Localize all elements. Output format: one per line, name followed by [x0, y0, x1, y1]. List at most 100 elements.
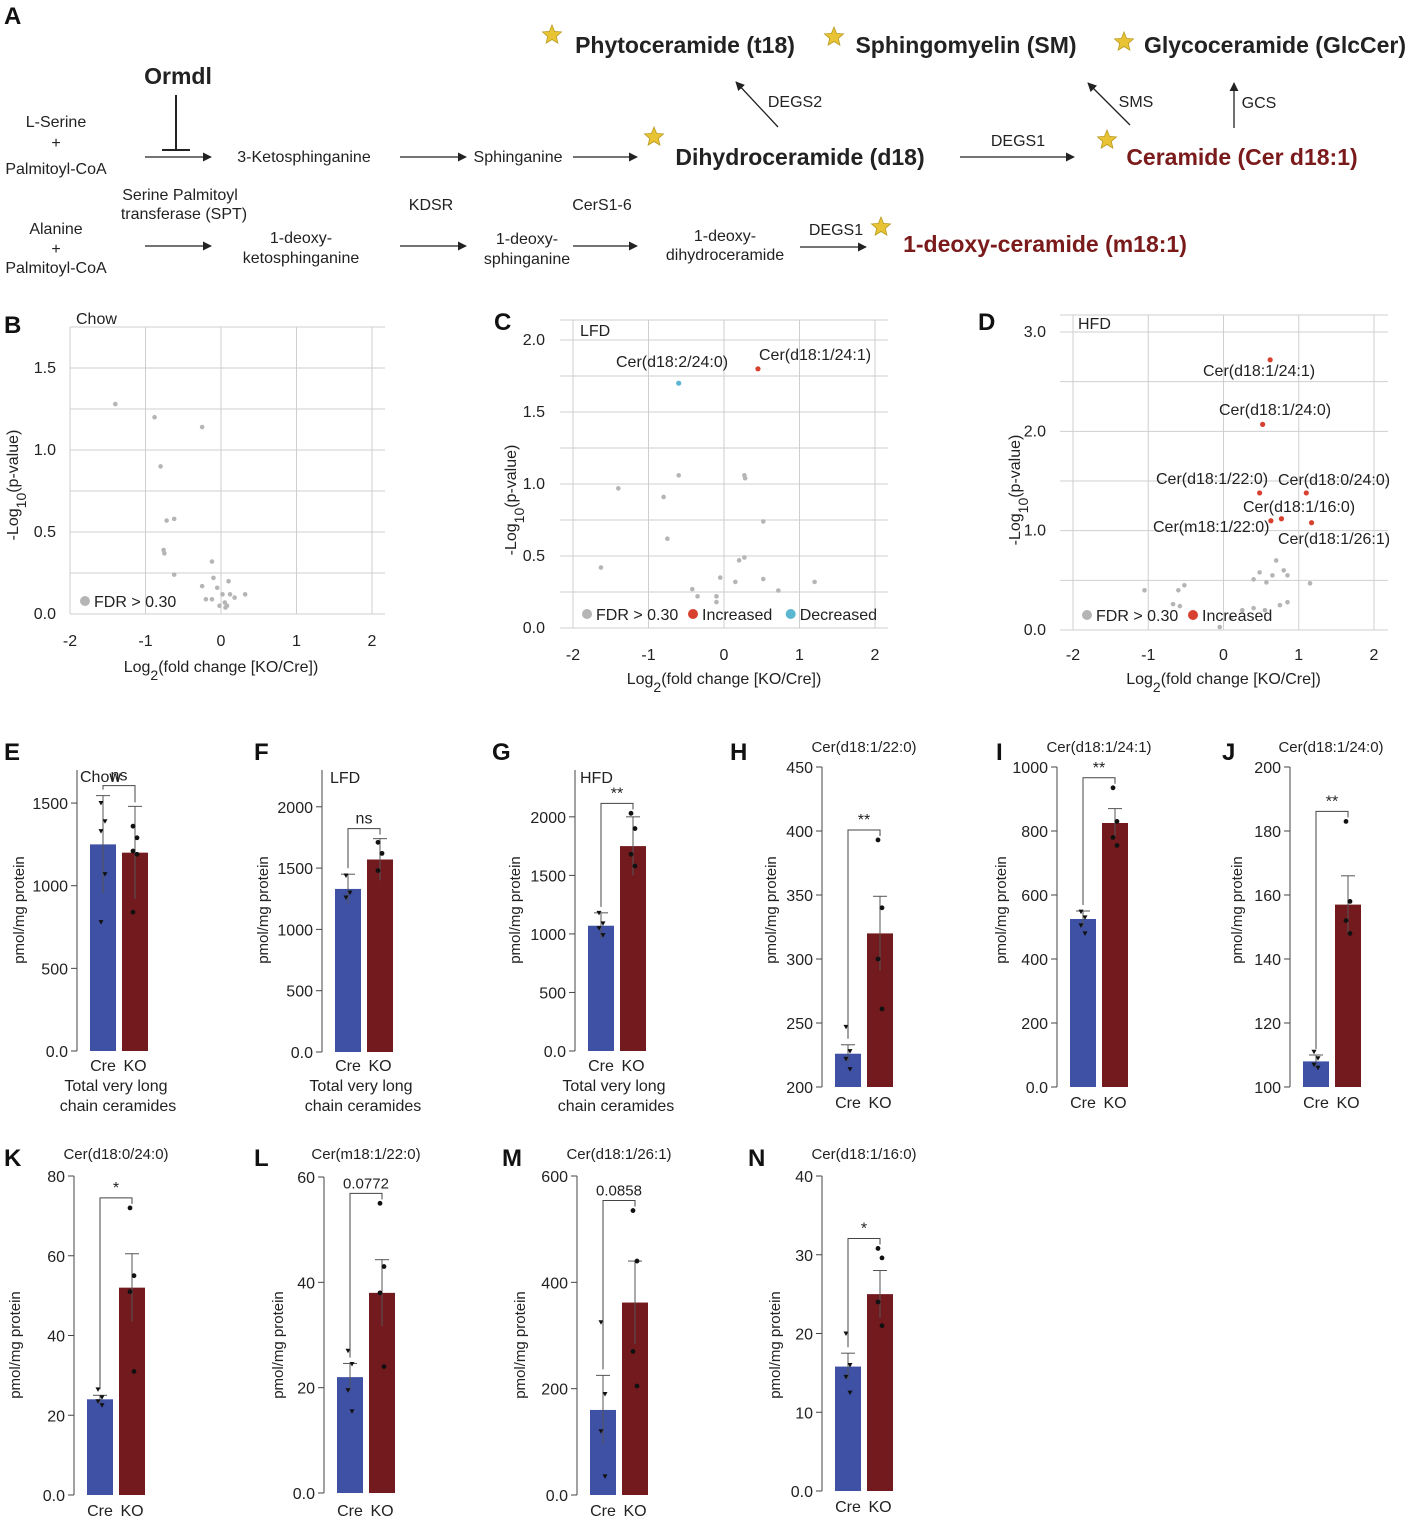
- data-point: [689, 586, 695, 592]
- significance-label: 0.0858: [596, 1183, 642, 1200]
- data-point: [99, 1395, 105, 1400]
- data-point: [1182, 583, 1187, 588]
- data-point: [162, 551, 167, 556]
- data-point: [812, 579, 817, 585]
- data-point: [224, 603, 230, 609]
- data-point: [1251, 605, 1256, 611]
- data-point: [1347, 931, 1353, 936]
- x-axis-label: Log2(fold change [KO/Cre]): [627, 671, 822, 695]
- legend-label: Increased: [1202, 608, 1272, 625]
- point-label: Cer(d18:1/16:0): [1243, 499, 1355, 516]
- data-point: [164, 518, 169, 523]
- spt-label-2: transferase (SPT): [121, 206, 247, 223]
- data-point: [714, 594, 719, 599]
- x-tick-label: -2: [63, 633, 77, 650]
- bar-cre: [1070, 919, 1096, 1087]
- y-tick-label: 600: [1021, 888, 1048, 905]
- y-tick-label: 0.0: [293, 1486, 315, 1503]
- data-point: [220, 592, 225, 597]
- y-tick-label: 500: [539, 985, 566, 1002]
- palmitoyl-label-2: Palmitoyl-CoA: [5, 260, 107, 277]
- y-axis-label: pmol/mg protein: [1229, 856, 1246, 964]
- y-tick-label: 20: [297, 1381, 315, 1398]
- bar-ko: [369, 1292, 395, 1493]
- data-point: [879, 1323, 885, 1329]
- data-point: [1343, 918, 1349, 923]
- data-point: [875, 837, 881, 843]
- y-tick-label: 1.5: [34, 360, 56, 377]
- data-point: [598, 565, 604, 570]
- data-point: [1251, 577, 1256, 582]
- caption-line: chain ceramides: [558, 1098, 675, 1115]
- data-point: [209, 596, 215, 602]
- y-tick-label: 2000: [530, 810, 566, 827]
- degs1-label-1: DEGS1: [991, 133, 1045, 150]
- plot-title: HFD: [1078, 316, 1111, 333]
- legend-marker: [80, 596, 90, 606]
- y-tick-label: 400: [1021, 952, 1048, 969]
- panel-letter: K: [4, 1145, 22, 1172]
- significance-bracket: [349, 1192, 383, 1358]
- panel-letter: I: [996, 739, 1003, 766]
- legend-label: Decreased: [800, 607, 877, 624]
- y-axis-label: pmol/mg protein: [7, 1291, 24, 1399]
- data-point: [847, 1049, 853, 1054]
- chart-title: Cer(m18:1/22:0): [311, 1146, 420, 1163]
- data-point: [242, 592, 248, 597]
- data-point: [843, 1056, 849, 1062]
- x-axis-label: Log2(fold change [KO/Cre]): [1126, 671, 1321, 695]
- panel-letter: N: [748, 1145, 765, 1172]
- glycoceramide-label: Glycoceramide (GlcCer): [1144, 32, 1406, 58]
- y-tick-label: 160: [1254, 888, 1281, 905]
- data-point: [1270, 573, 1275, 578]
- significance-label: 0.0772: [343, 1175, 389, 1192]
- deoxysph-label-1: 1-deoxy-: [496, 231, 558, 248]
- y-tick-label: 2000: [277, 800, 313, 817]
- chart-title: LFD: [330, 770, 360, 787]
- y-tick-label: 1500: [277, 861, 313, 878]
- ketosphinganine-label: 3-Ketosphinganine: [237, 149, 371, 166]
- bar-chart-l: L 0.0 20 40 60 Cer(m18:1/22:0) pmol/mg protein…: [254, 1145, 421, 1520]
- legend-marker: [1188, 610, 1198, 620]
- bar-ko: [620, 846, 646, 1051]
- point-label: Cer(d18:1/26:1): [1278, 531, 1390, 548]
- sphingomyelin-label: Sphingomyelin (SM): [855, 32, 1076, 58]
- legend-label: Increased: [702, 607, 772, 624]
- y-tick-label: 180: [1254, 824, 1281, 841]
- y-axis-label: pmol/mg protein: [270, 1291, 287, 1399]
- star-icon: [1113, 30, 1135, 51]
- data-point: [1177, 603, 1183, 609]
- x-tick-label: 2: [871, 647, 880, 664]
- data-point: [847, 1390, 853, 1396]
- y-tick-label: 450: [786, 760, 813, 777]
- data-point: [630, 1349, 636, 1354]
- bar-chart-f: F 0.0 500 1000 1500 2000 LFD pmol/mg protein Cre…: [254, 739, 421, 1115]
- data-point: [1307, 581, 1313, 586]
- y-tick-label: 0.0: [1024, 622, 1046, 639]
- data-point: [847, 1363, 853, 1368]
- data-point: [1110, 785, 1116, 791]
- data-point: [600, 933, 606, 938]
- star-icon: [643, 125, 665, 146]
- x-category-label: Cre: [1070, 1095, 1096, 1112]
- y-tick-label: 1500: [32, 796, 68, 813]
- y-tick-label: 60: [297, 1170, 315, 1187]
- y-tick-label: 1000: [1012, 760, 1048, 777]
- data-point: [1170, 601, 1176, 607]
- x-category-label: KO: [621, 1058, 644, 1075]
- cers-label: CerS1-6: [572, 197, 632, 214]
- highlighted-point: [1268, 518, 1274, 524]
- bar-chart-n: N 0.0 10 20 30 40 Cer(d18:1/16:0) pmol/mg prote…: [748, 1145, 917, 1516]
- star-icons: [541, 23, 1135, 236]
- y-tick-label: 1000: [277, 922, 313, 939]
- x-category-label: KO: [868, 1499, 891, 1516]
- data-point: [343, 895, 349, 901]
- data-point: [879, 1255, 885, 1261]
- y-axis-label: pmol/mg protein: [507, 856, 524, 964]
- significance-label: ns: [111, 768, 128, 785]
- bar-ko: [867, 1294, 893, 1491]
- data-point: [676, 473, 681, 478]
- y-tick-label: 400: [541, 1275, 568, 1292]
- data-point: [695, 594, 700, 599]
- panel-letter: D: [978, 309, 995, 336]
